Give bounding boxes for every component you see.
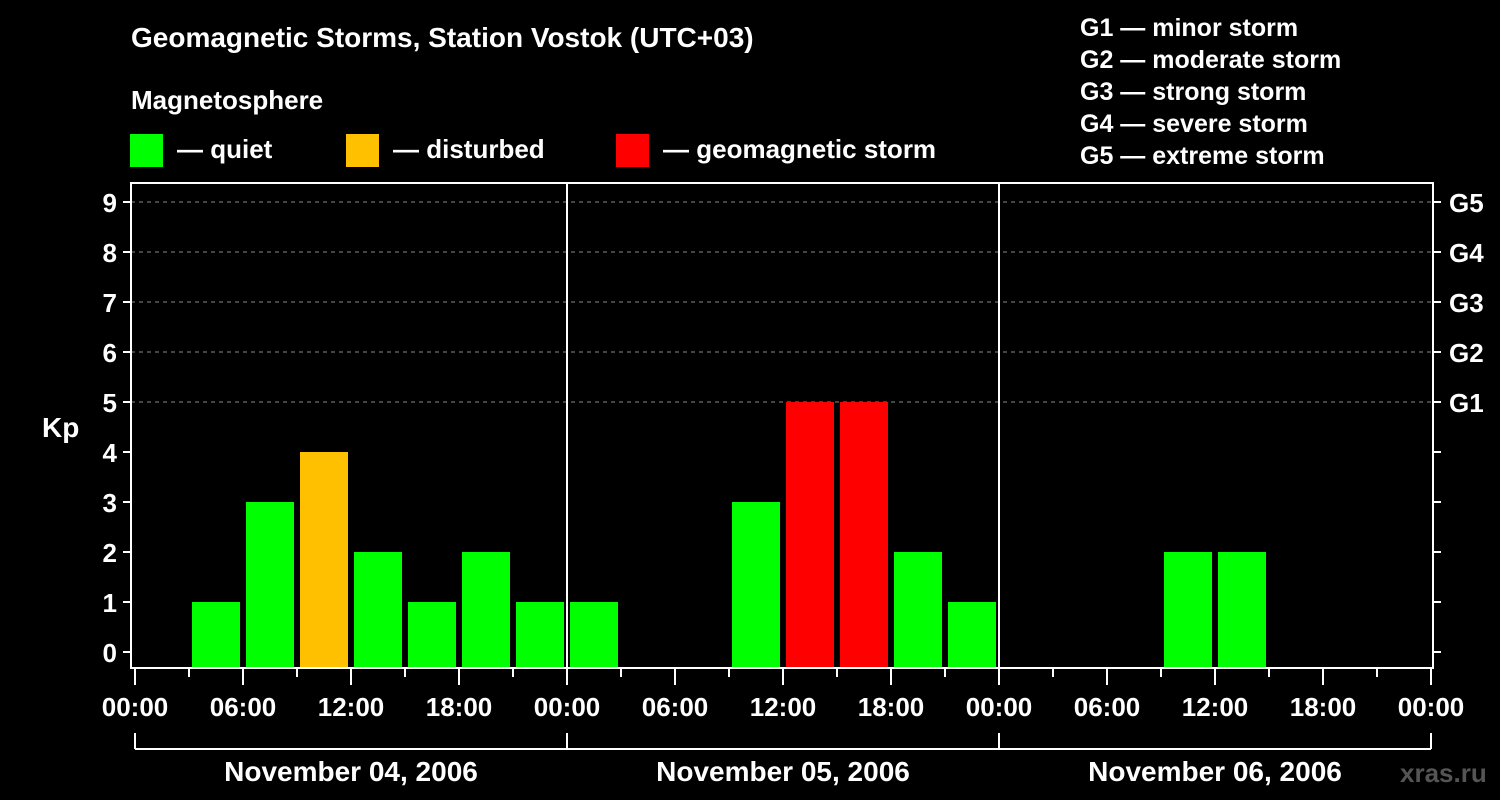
scale-g3: G3 — strong storm [1080,78,1307,106]
legend-label-quiet: — quiet [177,134,273,164]
kp-bar [408,602,456,668]
storm-level-label: G4 [1449,238,1484,268]
y-tick-label: 6 [103,338,117,368]
y-tick-label: 8 [103,238,117,268]
legend-swatch-quiet [130,134,163,167]
legend-swatch-disturbed [346,134,379,167]
scale-g5: G5 — extreme storm [1080,142,1325,170]
storm-level-label: G3 [1449,288,1484,318]
x-tick-label: 18:00 [1290,692,1357,722]
kp-bar [300,452,348,668]
y-tick-label: 9 [103,188,117,218]
kp-bar [462,552,510,668]
storm-level-label: G2 [1449,338,1484,368]
kp-bar [948,602,996,668]
kp-bar [570,602,618,668]
y-tick-label: 0 [103,638,117,668]
chart-subtitle: Magnetosphere [131,85,324,115]
x-tick-label: 06:00 [210,692,277,722]
x-tick-label: 00:00 [966,692,1033,722]
kp-bar [1164,552,1212,668]
x-tick-label: 00:00 [534,692,601,722]
chart-title: Geomagnetic Storms, Station Vostok (UTC+… [131,22,754,53]
y-tick-label: 3 [103,488,117,518]
day-label: November 06, 2006 [1088,756,1342,787]
kp-bar [840,402,888,668]
y-tick-label: 5 [103,388,117,418]
kp-bar [516,602,564,668]
x-tick-label: 06:00 [1074,692,1141,722]
scale-g1: G1 — minor storm [1080,14,1299,42]
storm-level-label: G5 [1449,188,1484,218]
x-tick-label: 12:00 [318,692,385,722]
scale-g4: G4 — severe storm [1080,110,1308,138]
x-tick-label: 12:00 [1182,692,1249,722]
legend-label-storm: — geomagnetic storm [663,134,937,164]
kp-bar [732,502,780,668]
y-tick-label: 4 [103,438,118,468]
legend-swatch-storm [616,134,649,167]
day-label: November 05, 2006 [656,756,910,787]
y-tick-label: 2 [103,538,117,568]
kp-bar [786,402,834,668]
kp-bar [1218,552,1266,668]
kp-bar [192,602,240,668]
x-tick-label: 18:00 [858,692,925,722]
y-tick-label: 1 [103,588,117,618]
kp-bar [354,552,402,668]
scale-g2: G2 — moderate storm [1080,46,1342,74]
legend-label-disturbed: — disturbed [393,134,545,164]
watermark: xras.ru [1400,758,1487,788]
day-label: November 04, 2006 [224,756,478,787]
x-tick-label: 00:00 [102,692,169,722]
x-tick-label: 12:00 [750,692,817,722]
kp-bar [246,502,294,668]
storm-level-label: G1 [1449,388,1484,418]
y-tick-label: 7 [103,288,117,318]
y-axis-label: Kp [42,412,80,443]
x-tick-label: 00:00 [1398,692,1465,722]
x-tick-label: 18:00 [426,692,493,722]
x-tick-label: 06:00 [642,692,709,722]
kp-bar [894,552,942,668]
